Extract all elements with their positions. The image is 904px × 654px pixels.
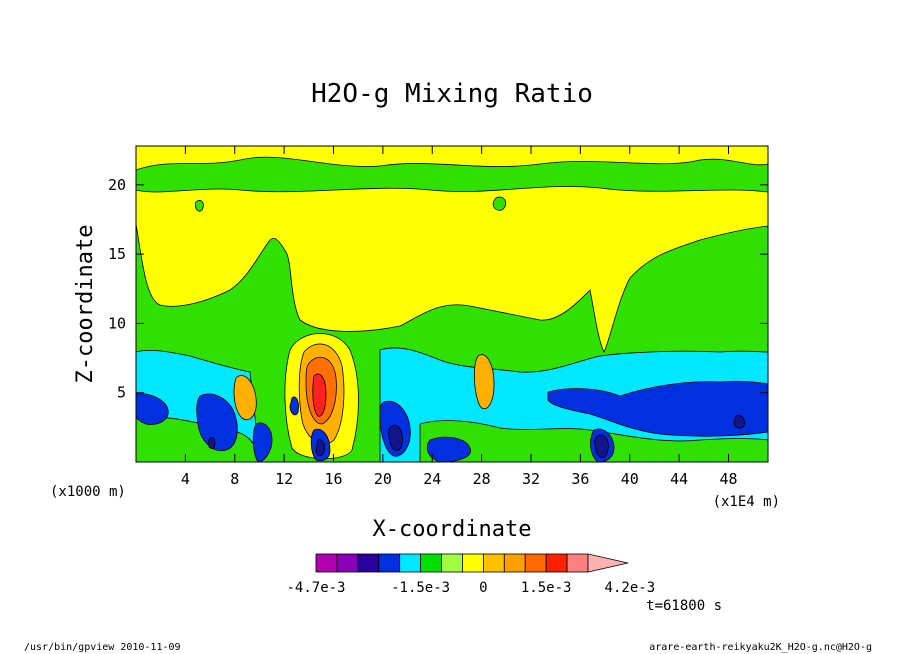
convective-navy-core	[315, 439, 325, 456]
colorbar-cell	[524, 553, 547, 573]
x-tick-label: 12	[275, 470, 293, 488]
chart-title: H2O-g Mixing Ratio	[311, 79, 593, 109]
x-unit-left: (x1000 m)	[50, 484, 126, 500]
colorbar-cell	[482, 553, 505, 573]
green-band-upper	[136, 156, 768, 193]
plot-frame	[135, 145, 769, 463]
colorbar-tick-label: 1.5e-3	[521, 580, 572, 596]
y-tick-label: 5	[117, 384, 126, 402]
y-tick-label: 10	[108, 314, 126, 332]
y-tick-label: 20	[108, 176, 126, 194]
convective-orange	[233, 343, 495, 445]
colorbar-tick-label: -1.5e-3	[391, 580, 450, 596]
colorbar-tick-label: -4.7e-3	[286, 580, 345, 596]
colorbar-cell	[545, 553, 568, 573]
colorbar-tick-label: 4.2e-3	[605, 580, 656, 596]
colorbar-tick-labels: -4.7e-3 -1.5e-3 0 1.5e-3 4.2e-3	[286, 580, 655, 596]
colorbar-cell	[336, 553, 359, 573]
colorbar-tick-label: 0	[479, 580, 487, 596]
time-label: t=61800 s	[646, 598, 722, 614]
footer-left: /usr/bin/gpview 2010-11-09	[24, 642, 181, 653]
colorbar-cell	[357, 553, 380, 573]
x-tick-label: 24	[423, 470, 441, 488]
x-tick-label: 32	[522, 470, 540, 488]
colorbar-cell	[566, 553, 589, 573]
colorbar-cell	[378, 553, 401, 573]
x-tick-label: 44	[670, 470, 688, 488]
navy-cells	[207, 415, 745, 458]
x-axis-label: X-coordinate	[373, 517, 532, 542]
x-tick-label: 4	[181, 470, 190, 488]
contour-field	[136, 146, 768, 462]
x-tick-label: 16	[324, 470, 342, 488]
green-spot-2	[492, 196, 507, 211]
colorbar-arrow	[587, 553, 629, 573]
footer-right: arare-earth-reikyaku2K_H2O-g.nc@H2O-g	[649, 642, 872, 653]
blue-region-left	[136, 393, 273, 462]
x-tick-label: 8	[230, 470, 239, 488]
x-tick-label: 36	[571, 470, 589, 488]
colorbar-cell	[503, 553, 526, 573]
colorbar-cell	[315, 553, 338, 573]
colorbar	[315, 553, 629, 573]
y-axis-label: Z-coordinate	[73, 225, 98, 384]
x-tick-label: 28	[473, 470, 491, 488]
convective-red	[312, 373, 327, 417]
x-axis-ticks: 4 8 12 16 20 24 28 32 36 40 44 48	[181, 146, 738, 488]
y-tick-label: 15	[108, 245, 126, 263]
colorbar-cell	[399, 553, 422, 573]
blue-region-right	[379, 380, 768, 462]
colorbar-cell	[420, 553, 442, 573]
colorbar-cell	[441, 553, 463, 573]
green-spot-1	[195, 200, 204, 212]
x-unit-right: (x1E4 m)	[713, 494, 780, 510]
y-axis-ticks: 5 10 15 20	[108, 176, 768, 402]
x-tick-label: 40	[621, 470, 639, 488]
colorbar-cell	[462, 553, 484, 573]
x-tick-label: 20	[374, 470, 392, 488]
x-tick-label: 48	[719, 470, 737, 488]
